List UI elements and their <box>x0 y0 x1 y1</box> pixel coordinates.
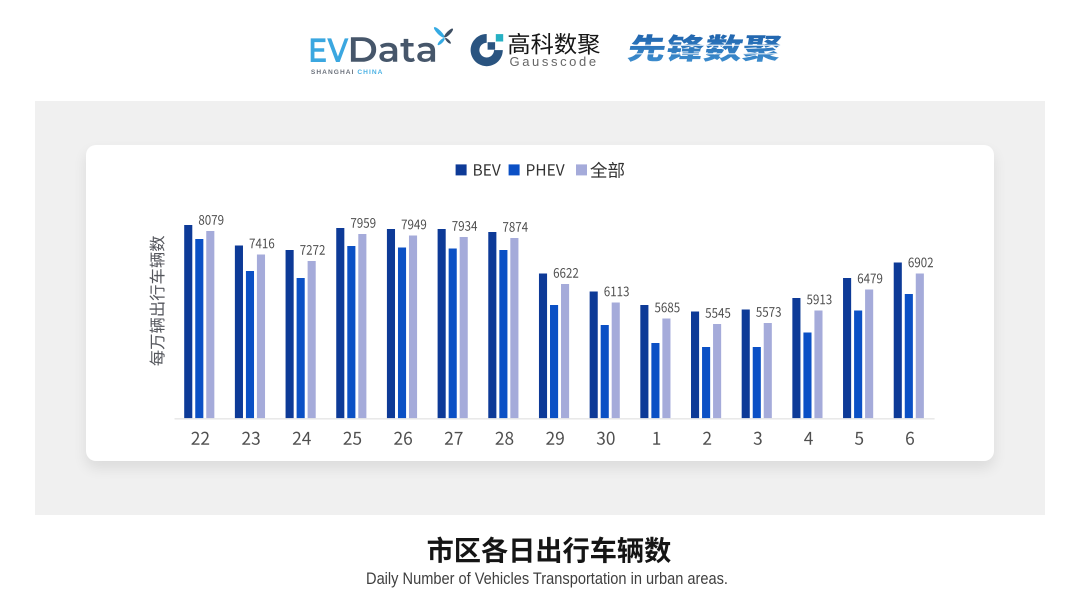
svg-text:Daily Number of Vehicles Trans: Daily Number of Vehicles Transportation … <box>366 570 728 588</box>
svg-text:SHANGHAI CHINA: SHANGHAI CHINA <box>311 69 384 76</box>
svg-text:Gausscode: Gausscode <box>510 54 599 69</box>
